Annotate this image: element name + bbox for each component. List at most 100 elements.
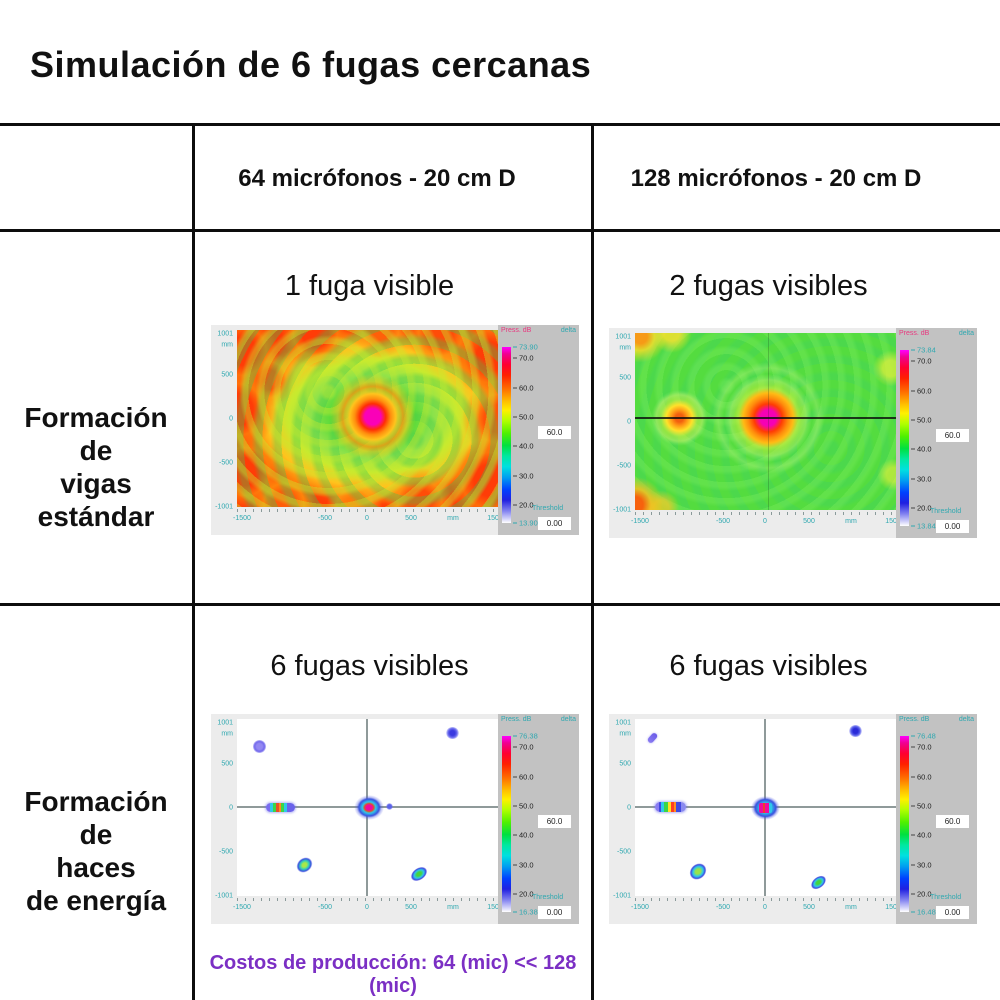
x-axis-ticks	[237, 509, 498, 512]
acoustic-map-energy-64	[237, 719, 498, 896]
colorbar-tick: 60.0	[911, 773, 932, 782]
y-axis-unit: mm	[221, 341, 233, 349]
delta-value-box: 60.0	[936, 815, 969, 828]
y-tick: 0	[627, 804, 631, 812]
row-header-line: de	[79, 435, 113, 466]
y-tick: 500	[619, 760, 631, 768]
delta-value-box: 60.0	[538, 426, 571, 439]
caption-std-128: 2 fugas visibles	[669, 270, 868, 302]
x-tick: 1500	[885, 904, 901, 911]
leak-spot	[408, 863, 430, 885]
leak-spot	[446, 727, 459, 739]
colorbar-tick: 70.0	[513, 354, 534, 363]
x-tick: 0	[763, 518, 767, 525]
x-tick: 500	[803, 518, 815, 525]
colorbar-title: Press. dB	[899, 716, 930, 723]
colorbar-tick: 40.0	[911, 445, 932, 454]
colorbar-tick: 50.0	[911, 802, 932, 811]
table-border-col1	[192, 123, 195, 1000]
cut-line-horizontal	[635, 417, 896, 419]
x-axis-unit: mm	[845, 904, 857, 911]
leak-spot	[686, 859, 710, 884]
x-axis-ticks	[635, 512, 896, 515]
y-tick: 0	[627, 418, 631, 426]
x-axis-ticks	[635, 898, 896, 901]
leak-spot	[759, 803, 772, 813]
y-tick: 1001	[217, 330, 233, 338]
acoustic-map-energy-128	[635, 719, 896, 896]
x-tick: 0	[365, 515, 369, 522]
colorbar-gradient	[502, 347, 511, 523]
row-header-line: estándar	[37, 501, 155, 532]
row-header-line: de	[79, 819, 113, 850]
y-tick: 1001	[217, 719, 233, 727]
row-header-line: Formación	[24, 786, 168, 817]
y-tick: -500	[218, 848, 233, 856]
colorbar-panel: Press. dB delta 73.84 70.0 60.0 50.0 40.…	[896, 328, 977, 538]
acoustic-map-standard-128	[635, 333, 896, 510]
x-tick: 1500	[885, 518, 901, 525]
x-axis-unit: mm	[845, 518, 857, 525]
x-tick: -1500	[631, 904, 649, 911]
y-tick: -500	[616, 848, 631, 856]
colorbar-max: 73.84	[911, 346, 936, 355]
row-header-energy-beamforming: Formación de haces de energía	[0, 785, 192, 917]
y-tick: 500	[221, 760, 233, 768]
y-axis-unit: mm	[619, 730, 631, 738]
colorbar-title: Press. dB	[501, 327, 532, 334]
colorbar-tick: 30.0	[911, 861, 932, 870]
colorbar-tick: 50.0	[513, 413, 534, 422]
colorbar-tick: 20.0	[911, 504, 932, 513]
colorbar-gradient	[502, 736, 511, 912]
leak-spot	[386, 803, 393, 810]
colorbar-max: 73.90	[513, 343, 538, 352]
colorbar-tick: 50.0	[513, 802, 534, 811]
y-tick: -500	[218, 459, 233, 467]
heatmap-standard-128: 1001 mm 500 0 -500 -1001 -1500 -500 0 50…	[609, 328, 977, 538]
colorbar-tick: 50.0	[911, 416, 932, 425]
leak-spot	[266, 803, 295, 812]
y-tick: 1001	[615, 719, 631, 727]
delta-label: delta	[560, 327, 576, 334]
heatmap-energy-128: 1001 mm 500 0 -500 -1001 -1500 -500 0 50…	[609, 714, 977, 924]
y-tick: -1001	[215, 503, 233, 511]
colorbar-tick: 60.0	[911, 387, 932, 396]
table-border-top	[0, 123, 1000, 126]
caption-energy-64: 6 fugas visibles	[270, 650, 469, 682]
colorbar-min: 13.84	[911, 522, 936, 531]
leak-spot	[646, 731, 659, 745]
row-header-line: Formación	[24, 402, 168, 433]
colorbar-gradient	[900, 350, 909, 526]
threshold-value-box: 0.00	[538, 517, 571, 530]
leak-spot	[655, 802, 686, 812]
table-border-col2	[591, 123, 594, 1000]
delta-label: delta	[560, 716, 576, 723]
y-tick: 500	[619, 374, 631, 382]
threshold-label: Threshold	[532, 505, 564, 512]
colorbar-min: 16.38	[513, 908, 538, 917]
colorbar-tick: 20.0	[513, 890, 534, 899]
leak-spot	[253, 740, 266, 753]
colorbar-tick: 30.0	[513, 861, 534, 870]
y-tick: -1001	[613, 506, 631, 514]
delta-value-box: 60.0	[936, 429, 969, 442]
colorbar-tick: 20.0	[513, 501, 534, 510]
cut-line-vertical	[768, 333, 769, 510]
colorbar-panel: Press. dB delta 76.48 70.0 60.0 50.0 40.…	[896, 714, 977, 924]
leak-spot	[849, 725, 862, 737]
y-tick: 0	[229, 804, 233, 812]
colorbar-title: Press. dB	[899, 330, 930, 337]
colorbar-tick: 40.0	[513, 831, 534, 840]
x-tick: 1500	[487, 515, 503, 522]
x-tick: 0	[763, 904, 767, 911]
colorbar-min: 16.48	[911, 908, 936, 917]
production-cost-note: Costos de producción: 64 (mic) << 128 (m…	[209, 952, 577, 997]
y-axis-unit: mm	[221, 730, 233, 738]
x-tick: -500	[715, 904, 731, 911]
x-tick: 0	[365, 904, 369, 911]
leak-spot	[353, 795, 384, 820]
caption-energy-128: 6 fugas visibles	[669, 650, 868, 682]
colorbar-panel: Press. dB delta 73.90 70.0 60.0 50.0 40.…	[498, 325, 579, 535]
leak-spot	[808, 872, 829, 893]
